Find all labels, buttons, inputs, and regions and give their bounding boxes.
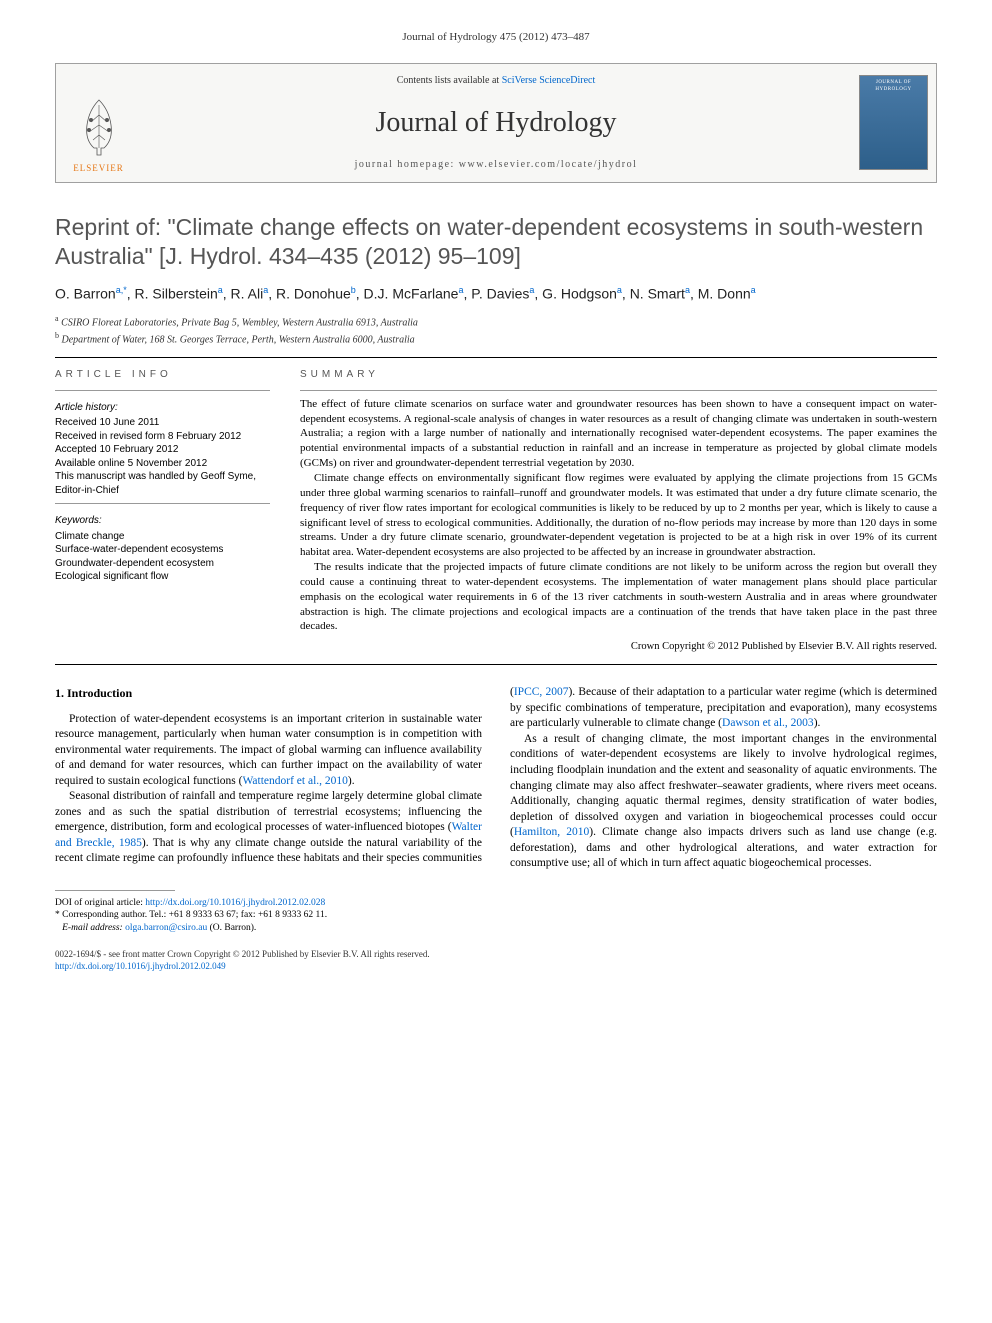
contents-available: Contents lists available at SciVerse Sci…	[397, 74, 596, 88]
aff-sup-b: b	[55, 331, 59, 340]
summary-p3: The results indicate that the projected …	[300, 560, 937, 634]
history-4: This manuscript was handled by Geoff Sym…	[55, 470, 270, 497]
email-label: E-mail address:	[62, 923, 125, 933]
cover-thumbnail: JOURNAL OFHYDROLOGY	[859, 75, 928, 170]
elsevier-tree-icon	[69, 90, 129, 160]
corresponding-author: * Corresponding author. Tel.: +61 8 9333…	[55, 909, 475, 922]
keyword-2: Groundwater-dependent ecosystem	[55, 557, 270, 571]
footnotes: DOI of original article: http://dx.doi.o…	[55, 890, 475, 935]
info-divider	[55, 390, 270, 391]
p1-b: ).	[348, 775, 355, 787]
cite-ipcc[interactable]: IPCC, 2007	[514, 686, 569, 698]
journal-homepage: journal homepage: www.elsevier.com/locat…	[355, 158, 638, 172]
article-body: 1. Introduction Protection of water-depe…	[55, 685, 937, 871]
affiliation-b: b Department of Water, 168 St. Georges T…	[55, 330, 937, 347]
cite-wattendorf[interactable]: Wattendorf et al., 2010	[242, 775, 347, 787]
summary-p1: The effect of future climate scenarios o…	[300, 397, 937, 471]
divider-2	[55, 664, 937, 665]
journal-name: Journal of Hydrology	[375, 104, 616, 142]
publisher-logo: ELSEVIER	[56, 64, 141, 182]
keyword-0: Climate change	[55, 530, 270, 544]
p2-d: ).	[814, 717, 821, 729]
contents-prefix: Contents lists available at	[397, 75, 502, 86]
keyword-1: Surface-water-dependent ecosystems	[55, 543, 270, 557]
homepage-prefix: journal homepage:	[355, 159, 459, 170]
aff-text-b: Department of Water, 168 St. Georges Ter…	[62, 334, 415, 345]
body-p3: As a result of changing climate, the mos…	[510, 732, 937, 872]
keywords-list: Climate change Surface-water-dependent e…	[55, 530, 270, 584]
p3-a: As a result of changing climate, the mos…	[510, 733, 937, 838]
homepage-url[interactable]: www.elsevier.com/locate/jhydrol	[459, 159, 638, 170]
email-line: E-mail address: olga.barron@csiro.au (O.…	[55, 922, 475, 935]
history-3: Available online 5 November 2012	[55, 457, 270, 471]
doi-prefix: DOI of original article:	[55, 898, 145, 908]
author-list: O. Barrona,*, R. Silbersteina, R. Alia, …	[55, 284, 937, 304]
history-1: Received in revised form 8 February 2012	[55, 430, 270, 444]
affiliation-a: a CSIRO Floreat Laboratories, Private Ba…	[55, 313, 937, 330]
citation-header: Journal of Hydrology 475 (2012) 473–487	[55, 30, 937, 45]
banner-center: Contents lists available at SciVerse Sci…	[141, 64, 851, 182]
history-head: Article history:	[55, 401, 270, 415]
history-2: Accepted 10 February 2012	[55, 443, 270, 457]
summary-divider	[300, 390, 937, 391]
aff-sup-a: a	[55, 314, 59, 323]
article-title: Reprint of: "Climate change effects on w…	[55, 213, 937, 271]
body-p1: Protection of water-dependent ecosystems…	[55, 712, 482, 790]
info-summary-row: ARTICLE INFO Article history: Received 1…	[55, 368, 937, 654]
footer-doi-link[interactable]: http://dx.doi.org/10.1016/j.jhydrol.2012…	[55, 961, 226, 971]
info-divider-2	[55, 503, 270, 504]
summary-label: SUMMARY	[300, 368, 937, 382]
email-suffix: (O. Barron).	[207, 923, 256, 933]
journal-cover: JOURNAL OFHYDROLOGY	[851, 64, 936, 182]
history-0: Received 10 June 2011	[55, 416, 270, 430]
cite-dawson[interactable]: Dawson et al., 2003	[722, 717, 814, 729]
summary: SUMMARY The effect of future climate sce…	[300, 368, 937, 654]
article-info: ARTICLE INFO Article history: Received 1…	[55, 368, 270, 654]
aff-text-a: CSIRO Floreat Laboratories, Private Bag …	[61, 317, 418, 328]
cite-hamilton[interactable]: Hamilton, 2010	[514, 826, 589, 838]
journal-banner: ELSEVIER Contents lists available at Sci…	[55, 63, 937, 183]
publisher-name: ELSEVIER	[73, 162, 124, 174]
footer: 0022-1694/$ - see front matter Crown Cop…	[55, 949, 937, 972]
footnote-rule	[55, 890, 175, 891]
footer-copyright: 0022-1694/$ - see front matter Crown Cop…	[55, 949, 937, 961]
doi-link[interactable]: http://dx.doi.org/10.1016/j.jhydrol.2012…	[145, 898, 325, 908]
p2-a: Seasonal distribution of rainfall and te…	[55, 790, 482, 833]
cover-label: HYDROLOGY	[875, 87, 911, 92]
summary-copyright: Crown Copyright © 2012 Published by Else…	[300, 640, 937, 654]
email-link[interactable]: olga.barron@csiro.au	[125, 923, 207, 933]
doi-line: DOI of original article: http://dx.doi.o…	[55, 897, 475, 910]
keyword-3: Ecological significant flow	[55, 570, 270, 584]
summary-p2: Climate change effects on environmentall…	[300, 471, 937, 560]
article-info-label: ARTICLE INFO	[55, 368, 270, 382]
affiliations: a CSIRO Floreat Laboratories, Private Ba…	[55, 313, 937, 348]
sciencedirect-link[interactable]: SciVerse ScienceDirect	[502, 75, 596, 86]
keywords-head: Keywords:	[55, 514, 270, 528]
section-heading-intro: 1. Introduction	[55, 685, 482, 701]
cover-title: JOURNAL OFHYDROLOGY	[860, 76, 927, 94]
divider	[55, 357, 937, 358]
